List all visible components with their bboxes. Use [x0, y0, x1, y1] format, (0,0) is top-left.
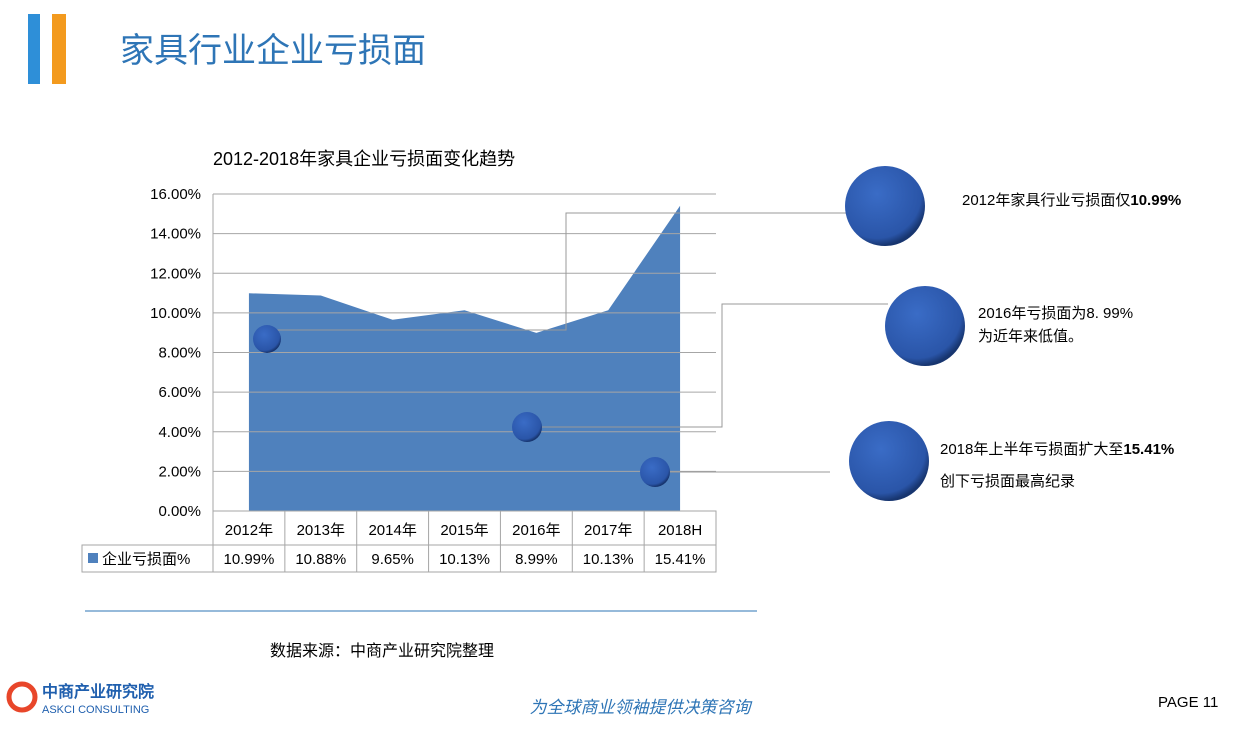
decor-ball [849, 421, 929, 501]
annotation: 2018年上半年亏损面扩大至15.41% [940, 441, 1174, 458]
logo-cn: 中商产业研究院 [42, 682, 154, 701]
header-bar [52, 14, 66, 84]
slogan: 为全球商业领袖提供决策咨询 [530, 698, 753, 717]
decor-ball [640, 457, 670, 487]
annotation: 2016年亏损面为8. 99% [978, 305, 1133, 322]
y-tick-label: 16.00% [150, 186, 201, 203]
table-value: 8.99% [515, 551, 558, 568]
y-tick-label: 14.00% [150, 226, 201, 243]
x-tick-label: 2014年 [368, 522, 416, 539]
source: 数据来源：中商产业研究院整理 [270, 642, 494, 660]
y-tick-label: 4.00% [158, 424, 201, 441]
y-tick-label: 10.00% [150, 305, 201, 322]
y-tick-label: 0.00% [158, 503, 201, 520]
annotation-text: 2012年家具行业亏损面仅 [962, 192, 1130, 209]
x-tick-label: 2012年 [225, 522, 273, 539]
x-tick-label: 2017年 [584, 522, 632, 539]
annotation-value: 15.41% [1123, 441, 1174, 458]
header-title: 家具行业企业亏损面 [120, 32, 426, 70]
y-tick-label: 8.00% [158, 345, 201, 362]
x-tick-label: 2018H [658, 522, 702, 539]
area [248, 205, 681, 511]
table-value: 10.88% [295, 551, 346, 568]
x-tick-label: 2015年 [440, 522, 488, 539]
legend-swatch [88, 553, 98, 563]
annotation-value: 10.99% [1130, 192, 1181, 209]
decor-ball [885, 286, 965, 366]
table-frame [212, 510, 717, 573]
table-value: 10.13% [439, 551, 490, 568]
logo-mark [6, 681, 38, 713]
decor-ball [845, 166, 925, 246]
x-tick-label: 2013年 [297, 522, 345, 539]
table-value: 10.99% [223, 551, 274, 568]
annotation: 2012年家具行业亏损面仅10.99% [962, 192, 1181, 209]
table-value: 10.13% [583, 551, 634, 568]
header-bar [28, 14, 40, 84]
decor-ball [253, 325, 281, 353]
y-tick-label: 12.00% [150, 265, 201, 282]
logo-en: ASKCI CONSULTING [42, 704, 149, 716]
chart-title: 2012-2018年家具企业亏损面变化趋势 [213, 149, 515, 169]
annotation: 为近年来低值。 [978, 328, 1083, 345]
table-value: 15.41% [655, 551, 706, 568]
connectors [267, 212, 888, 473]
x-tick-label: 2016年 [512, 522, 560, 539]
page-number: PAGE 11 [1158, 694, 1218, 711]
plot: 0.00% 2.00% 4.00% 6.00% 8.00% 10.00% 12.00% 14.… [81, 186, 717, 573]
y-tick-label: 6.00% [158, 384, 201, 401]
annotation: 创下亏损面最高纪录 [940, 473, 1075, 490]
y-tick-label: 2.00% [158, 463, 201, 480]
decor-ball [512, 412, 542, 442]
annotation-text: 2018年上半年亏损面扩大至 [940, 441, 1123, 458]
table-value: 9.65% [371, 551, 414, 568]
legend-label: 企业亏损面% [102, 550, 190, 568]
table-frame [81, 544, 214, 573]
